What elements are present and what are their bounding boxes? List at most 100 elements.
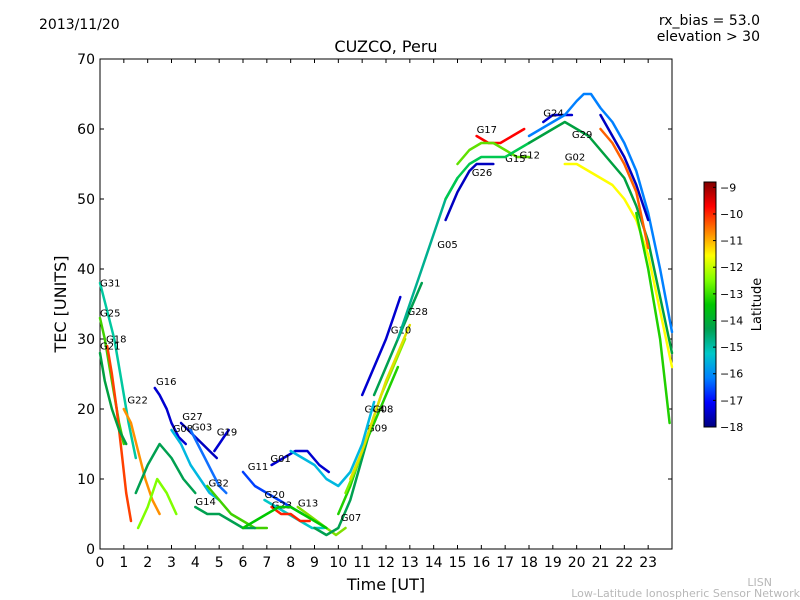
y-tick-label: 20 — [77, 402, 95, 418]
x-tick-label: 15 — [449, 555, 467, 571]
series-label: G13 — [298, 498, 318, 509]
series-label: G29 — [572, 130, 592, 141]
series-line — [542, 113, 574, 124]
series-label: G21 — [100, 342, 120, 353]
x-tick-label: 19 — [544, 555, 562, 571]
x-tick-label: 3 — [167, 555, 176, 571]
x-tick-label: 7 — [262, 555, 271, 571]
series-label: G24 — [543, 108, 563, 119]
series-line — [241, 505, 328, 530]
series-line — [313, 414, 376, 537]
series-label: G25 — [100, 309, 120, 320]
x-tick-label: 8 — [286, 555, 295, 571]
y-tick-label: 40 — [77, 262, 95, 278]
series-line — [213, 428, 230, 453]
series-label: G08 — [373, 405, 393, 416]
x-tick-label: 21 — [592, 555, 610, 571]
series-label: G04 — [365, 405, 385, 416]
series-label: G03 — [192, 423, 212, 434]
colorbar-tick-label: −10 — [720, 208, 743, 221]
colorbar-tick-label: −16 — [720, 368, 743, 381]
colorbar-label: Latitude — [750, 278, 765, 332]
series-label: G09 — [367, 423, 387, 434]
series-line — [179, 421, 219, 460]
series-label: G01 — [270, 454, 290, 465]
series-line — [170, 428, 221, 502]
series-line — [270, 505, 311, 523]
x-tick-label: 17 — [496, 555, 514, 571]
series-label: G17 — [477, 125, 497, 136]
network-name-label: Low-Latitude Ionospheric Sensor Network — [571, 587, 800, 600]
series-label: G16 — [156, 377, 176, 388]
x-tick-label: 4 — [191, 555, 200, 571]
series-label: G32 — [208, 479, 228, 490]
series-line — [136, 477, 178, 530]
x-tick-label: 22 — [615, 555, 633, 571]
y-tick-label: 30 — [77, 332, 95, 348]
series-label: G05 — [437, 240, 457, 251]
series-line — [563, 162, 674, 369]
y-tick-label: 10 — [77, 472, 95, 488]
series-label: G31 — [100, 279, 120, 290]
x-tick-label: 18 — [520, 555, 538, 571]
x-tick-label: 6 — [239, 555, 248, 571]
series-line — [527, 92, 674, 334]
y-tick-label: 70 — [77, 52, 95, 68]
series-line — [635, 211, 671, 425]
colorbar-tick-label: −14 — [720, 314, 743, 327]
series-line — [122, 407, 161, 516]
rx-bias-label: rx_bias = 53.0 — [658, 13, 760, 29]
x-tick-label: 1 — [119, 555, 128, 571]
x-tick-label: 11 — [353, 555, 371, 571]
series-label: G07 — [341, 513, 361, 524]
colorbar-tick-label: −9 — [720, 181, 736, 194]
series-label: G11 — [248, 462, 268, 473]
x-tick-label: 0 — [96, 555, 105, 571]
series-label: G08 — [173, 424, 193, 435]
series-line — [444, 141, 531, 201]
series-label: G14 — [195, 497, 215, 508]
colorbar-tick-label: −17 — [720, 394, 743, 407]
date-label: 2013/11/20 — [39, 17, 120, 33]
colorbar-tick-label: −13 — [720, 288, 743, 301]
y-tick-label: 60 — [77, 122, 95, 138]
series-label: G15 — [505, 154, 525, 165]
series-line — [98, 351, 128, 446]
series-line — [270, 449, 331, 474]
series-line — [527, 120, 674, 355]
y-tick-label: 50 — [77, 192, 95, 208]
series-line — [289, 400, 376, 488]
network-abbr-label: LISN — [747, 576, 772, 589]
series-line — [206, 484, 269, 530]
series-line — [475, 127, 526, 145]
x-tick-label: 16 — [472, 555, 490, 571]
series-label: G28 — [407, 307, 427, 318]
series-line — [189, 428, 228, 495]
series-line — [349, 323, 412, 481]
series-line — [134, 442, 197, 495]
series-line — [599, 127, 650, 250]
colorbar-tick-label: −15 — [720, 341, 743, 354]
x-tick-label: 12 — [377, 555, 395, 571]
series-line — [153, 386, 188, 446]
series-label: G26 — [472, 168, 492, 179]
colorbar-tick-label: −18 — [720, 421, 743, 434]
x-tick-label: 2 — [143, 555, 152, 571]
colorbar-tick-label: −12 — [720, 261, 743, 274]
series-label: G20 — [264, 490, 284, 501]
elevation-label: elevation > 30 — [656, 29, 760, 45]
chart-title: CUZCO, Peru — [334, 37, 438, 56]
series-line — [360, 295, 402, 397]
x-tick-label: 13 — [401, 555, 419, 571]
series-label: G19 — [217, 428, 237, 439]
x-tick-label: 9 — [310, 555, 319, 571]
x-tick-label: 23 — [639, 555, 657, 571]
x-axis-label: Time [UT] — [346, 575, 425, 594]
x-tick-label: 10 — [329, 555, 347, 571]
series-label: G12 — [519, 150, 539, 161]
colorbar-tick-label: −11 — [720, 235, 743, 248]
series-line — [98, 281, 138, 460]
series-line — [599, 113, 650, 222]
series-label: G22 — [127, 395, 147, 406]
